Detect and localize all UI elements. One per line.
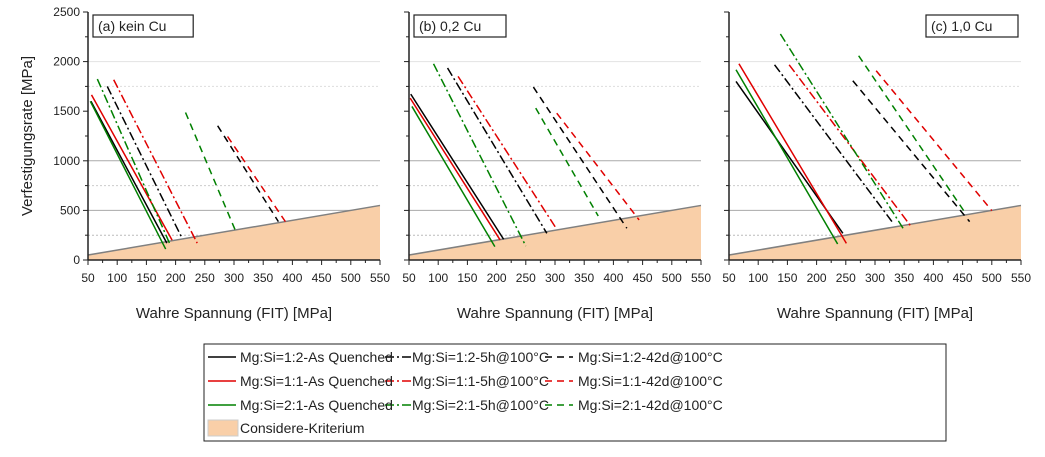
x-tick-label: 550 [370, 271, 390, 285]
series-line [532, 86, 628, 229]
considere-line [408, 204, 702, 256]
legend-label: Mg:Si=1:2-As Quenched [240, 349, 393, 365]
x-tick-label: 100 [428, 271, 448, 285]
x-tick-label: 350 [574, 271, 594, 285]
series-line [457, 75, 558, 230]
series-line [779, 33, 904, 229]
series-line [773, 64, 893, 223]
series-line [535, 107, 599, 217]
x-tick-label: 450 [633, 271, 653, 285]
x-tick-label: 100 [748, 271, 768, 285]
x-tick-label: 200 [166, 271, 186, 285]
x-tick-label: 200 [487, 271, 507, 285]
panel-b [404, 11, 702, 265]
x-tick-label: 200 [807, 271, 827, 285]
series-line [432, 63, 527, 247]
x-axis-label: Wahre Spannung (FIT) [MPa] [777, 305, 973, 322]
legend-label: Mg:Si=2:1-42d@100°C [578, 397, 723, 413]
panel-title-box [413, 14, 507, 38]
y-axis-label: Verfestigungsrate [MPa] [19, 56, 36, 216]
considere-area [729, 205, 1021, 260]
series-line [738, 63, 848, 244]
series-line [113, 79, 198, 244]
legend-label: Mg:Si=2:1-5h@100°C [412, 397, 549, 413]
legend [203, 343, 947, 442]
x-tick-label: 50 [81, 271, 95, 285]
x-tick-label: 450 [312, 271, 332, 285]
considere-area [409, 205, 701, 260]
series-line [184, 112, 236, 231]
x-tick-label: 300 [545, 271, 565, 285]
x-tick-label: 350 [894, 271, 914, 285]
x-tick-label: 400 [603, 271, 623, 285]
x-tick-label: 450 [953, 271, 973, 285]
series-line [875, 70, 993, 212]
legend-box [203, 343, 947, 442]
panel-a [83, 11, 381, 265]
x-tick-label: 100 [107, 271, 127, 285]
considere-line [728, 204, 1022, 256]
panel-title-box [92, 14, 194, 38]
legend-label: Mg:Si=1:1-As Quenched [240, 373, 393, 389]
y-tick-label: 2500 [53, 5, 80, 19]
x-tick-label: 500 [662, 271, 682, 285]
series-line [409, 97, 501, 241]
series-line [858, 55, 965, 213]
y-tick-label: 0 [73, 253, 80, 267]
series-line [90, 100, 168, 244]
x-tick-label: 50 [722, 271, 736, 285]
x-tick-label: 400 [923, 271, 943, 285]
x-tick-label: 150 [777, 271, 797, 285]
legend-swatch [207, 419, 239, 437]
x-tick-label: 150 [457, 271, 477, 285]
series-line [411, 106, 496, 247]
legend-label: Considere-Kriterium [240, 420, 364, 436]
y-tick-label: 2000 [53, 55, 80, 69]
y-tick-label: 500 [60, 203, 80, 217]
series-line [446, 67, 548, 234]
y-tick-label: 1500 [53, 104, 80, 118]
series-line [90, 94, 173, 241]
x-tick-label: 550 [1011, 271, 1031, 285]
x-tick-label: 250 [516, 271, 536, 285]
legend-label: Mg:Si=1:2-42d@100°C [578, 349, 723, 365]
panel-title-box [925, 14, 1019, 38]
series-line [852, 80, 971, 223]
series-line [226, 136, 287, 223]
series-line [89, 100, 167, 250]
series-line [96, 78, 172, 246]
x-axis-label: Wahre Spannung (FIT) [MPa] [457, 305, 653, 322]
x-tick-label: 400 [282, 271, 302, 285]
legend-label: Mg:Si=1:1-5h@100°C [412, 373, 549, 389]
x-tick-label: 500 [982, 271, 1002, 285]
x-tick-label: 250 [836, 271, 856, 285]
x-axis-label: Wahre Spannung (FIT) [MPa] [136, 305, 332, 322]
panel-title: (c) 1,0 Cu [931, 18, 992, 34]
panel-c [724, 11, 1022, 265]
x-tick-label: 150 [136, 271, 156, 285]
considere-line [87, 204, 381, 256]
legend-label: Mg:Si=1:2-5h@100°C [412, 349, 549, 365]
series-line [410, 93, 505, 240]
considere-area [88, 205, 380, 260]
x-tick-label: 300 [865, 271, 885, 285]
x-tick-label: 500 [341, 271, 361, 285]
panel-title: (a) kein Cu [98, 18, 166, 34]
legend-label: Mg:Si=1:1-42d@100°C [578, 373, 723, 389]
panel-title: (b) 0,2 Cu [419, 18, 481, 34]
y-tick-label: 1000 [53, 154, 80, 168]
legend-label: Mg:Si=2:1-As Quenched [240, 397, 393, 413]
series-line [106, 86, 183, 239]
x-tick-label: 550 [691, 271, 711, 285]
x-tick-label: 350 [253, 271, 273, 285]
series-line [735, 69, 839, 245]
x-tick-label: 300 [224, 271, 244, 285]
x-tick-label: 50 [402, 271, 416, 285]
series-line [556, 112, 640, 221]
x-tick-label: 250 [195, 271, 215, 285]
series-line [217, 125, 280, 223]
